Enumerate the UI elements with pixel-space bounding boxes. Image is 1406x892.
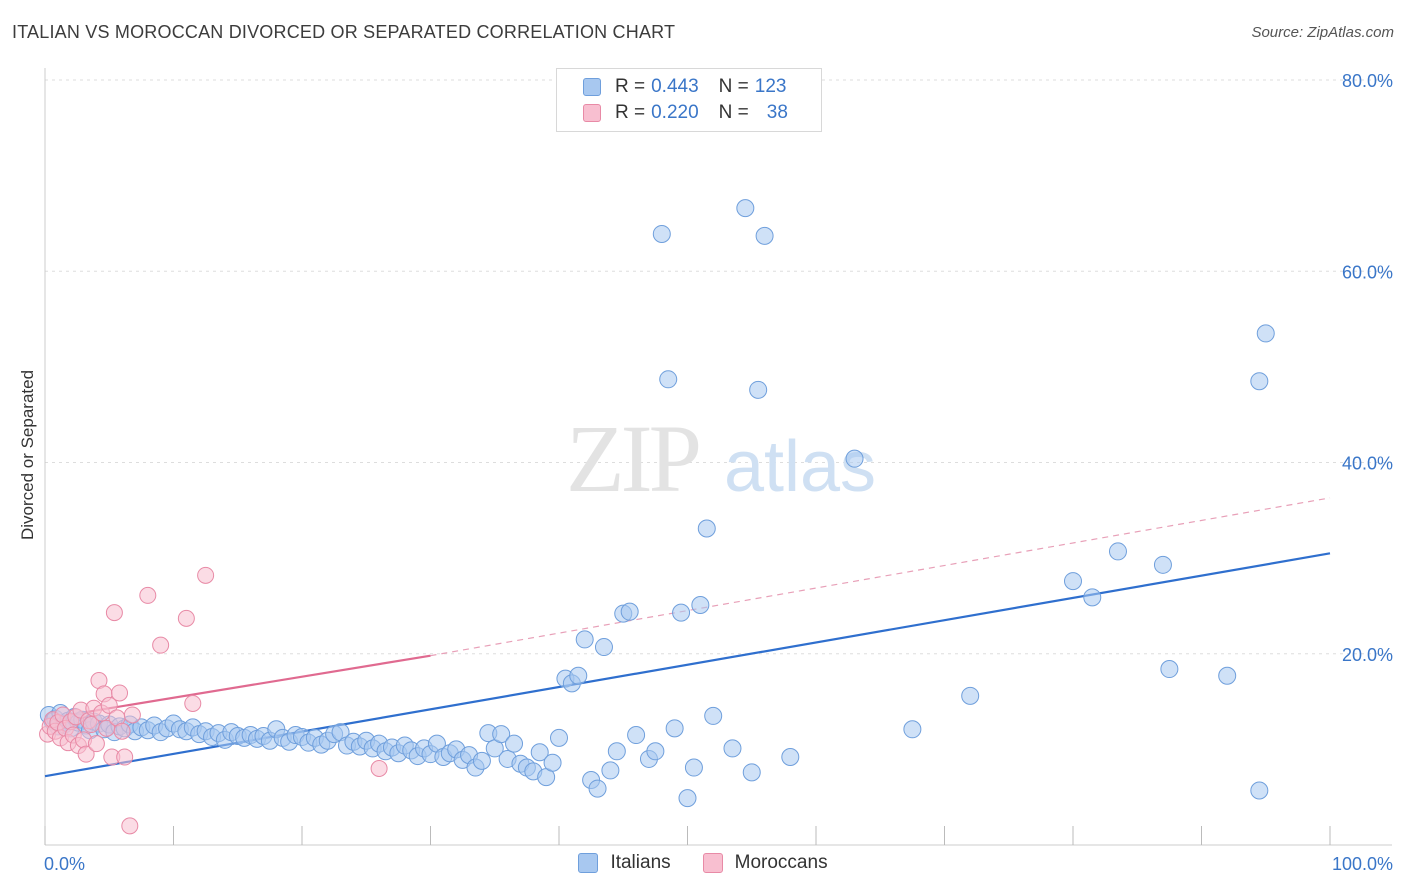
data-point-italians [704,706,723,725]
data-point-italians [1083,588,1102,607]
legend-r-label: R = [615,76,646,97]
data-point-italians [749,380,768,399]
data-points [39,199,1275,835]
data-point-moroccans [123,706,141,724]
y-tick-label: 40.0% [1342,454,1393,474]
series-moroccans [39,566,388,835]
legend-swatch-moroccans [583,104,601,122]
data-point-italians [601,761,620,780]
data-point-italians [646,742,665,761]
y-tick-label: 20.0% [1342,645,1393,665]
data-point-italians [697,519,716,538]
watermark-zip: ZIP [566,405,699,512]
data-point-italians [961,686,980,705]
legend-row-italians: R = 0.443 N = 123 [583,75,786,99]
legend-n-label: N = [718,102,749,123]
data-point-italians [723,739,742,758]
legend-item-italians[interactable]: Italians [578,852,671,874]
data-point-italians [672,603,691,622]
data-point-italians [742,763,761,782]
data-point-italians [781,748,800,767]
data-point-moroccans [100,696,118,714]
data-point-italians [1256,324,1275,343]
legend-n-value: 38 [766,102,788,123]
data-point-italians [575,630,594,649]
legend-r-label: R = [615,102,646,123]
data-point-italians [678,789,697,808]
data-point-italians [652,224,671,243]
legend-swatch-italians [578,853,599,873]
data-point-moroccans [121,817,139,835]
data-point-italians [588,779,607,798]
data-point-moroccans [139,586,157,604]
data-point-italians [736,199,755,218]
y-tick-label: 80.0% [1342,71,1393,91]
data-point-italians [903,720,922,739]
legend-label-italians: Italians [610,852,671,873]
data-point-italians [691,595,710,614]
data-point-moroccans [87,735,105,753]
data-point-moroccans [370,760,388,777]
data-point-italians [627,726,646,745]
legend-label-moroccans: Moroccans [734,852,828,873]
data-point-italians [1064,572,1082,591]
data-point-moroccans [116,748,134,766]
data-point-italians [684,758,703,777]
legend-r-value: 0.220 [651,102,699,123]
x-tick-label-max: 100.0% [1332,854,1393,874]
legend-swatch-italians [583,78,601,96]
legend-r-value: 0.443 [651,76,699,97]
series-legend: Italians Moroccans [0,852,1406,874]
data-point-italians [530,743,549,762]
data-point-italians [620,602,639,621]
chart-title: ITALIAN VS MOROCCAN DIVORCED OR SEPARATE… [12,22,676,42]
data-point-moroccans [152,636,170,654]
data-point-italians [845,449,864,468]
data-point-italians [755,226,774,245]
data-point-italians [1108,542,1127,561]
data-point-italians [492,725,511,744]
grid-lines [45,79,1392,655]
data-point-italians [543,753,562,772]
x-tick-label-min: 0.0% [44,854,85,874]
legend-n-label: N = [718,76,749,97]
legend-item-moroccans[interactable]: Moroccans [702,852,828,874]
data-point-italians [472,751,491,770]
data-point-moroccans [105,604,123,622]
data-point-italians [659,370,678,389]
data-point-italians [1250,781,1269,800]
data-point-moroccans [77,745,95,763]
data-point-moroccans [184,694,202,712]
tick-labels: 20.0% 40.0% 60.0% 80.0% 0.0% 100.0% [44,71,1393,874]
y-axis-label: Divorced or Separated [18,369,37,541]
watermark: ZIP atlas [566,405,876,512]
data-point-italians [550,728,568,747]
data-point-italians [665,719,684,738]
legend-swatch-moroccans [702,853,723,873]
data-point-italians [505,734,524,753]
data-point-moroccans [111,684,129,702]
data-point-italians [1160,660,1179,679]
data-point-moroccans [177,609,195,627]
legend-row-moroccans: R = 0.220 N = 38 [583,101,788,125]
data-point-italians [1218,666,1237,685]
trend-line-extension-moroccans [430,497,1331,657]
data-point-italians [594,638,613,657]
y-tick-label: 60.0% [1342,262,1393,282]
data-point-italians [607,742,626,761]
legend-n-value: 123 [754,76,787,97]
chart-source: Source: ZipAtlas.com [1251,24,1394,41]
data-point-moroccans [113,722,131,740]
stats-legend: R = 0.443 N = 123 R = 0.220 N = 38 [556,68,822,132]
data-point-italians [1250,372,1269,391]
watermark-atlas: atlas [724,427,876,507]
data-point-moroccans [197,566,215,584]
axes [44,68,1392,846]
data-point-italians [569,666,588,685]
data-point-italians [1153,555,1172,574]
